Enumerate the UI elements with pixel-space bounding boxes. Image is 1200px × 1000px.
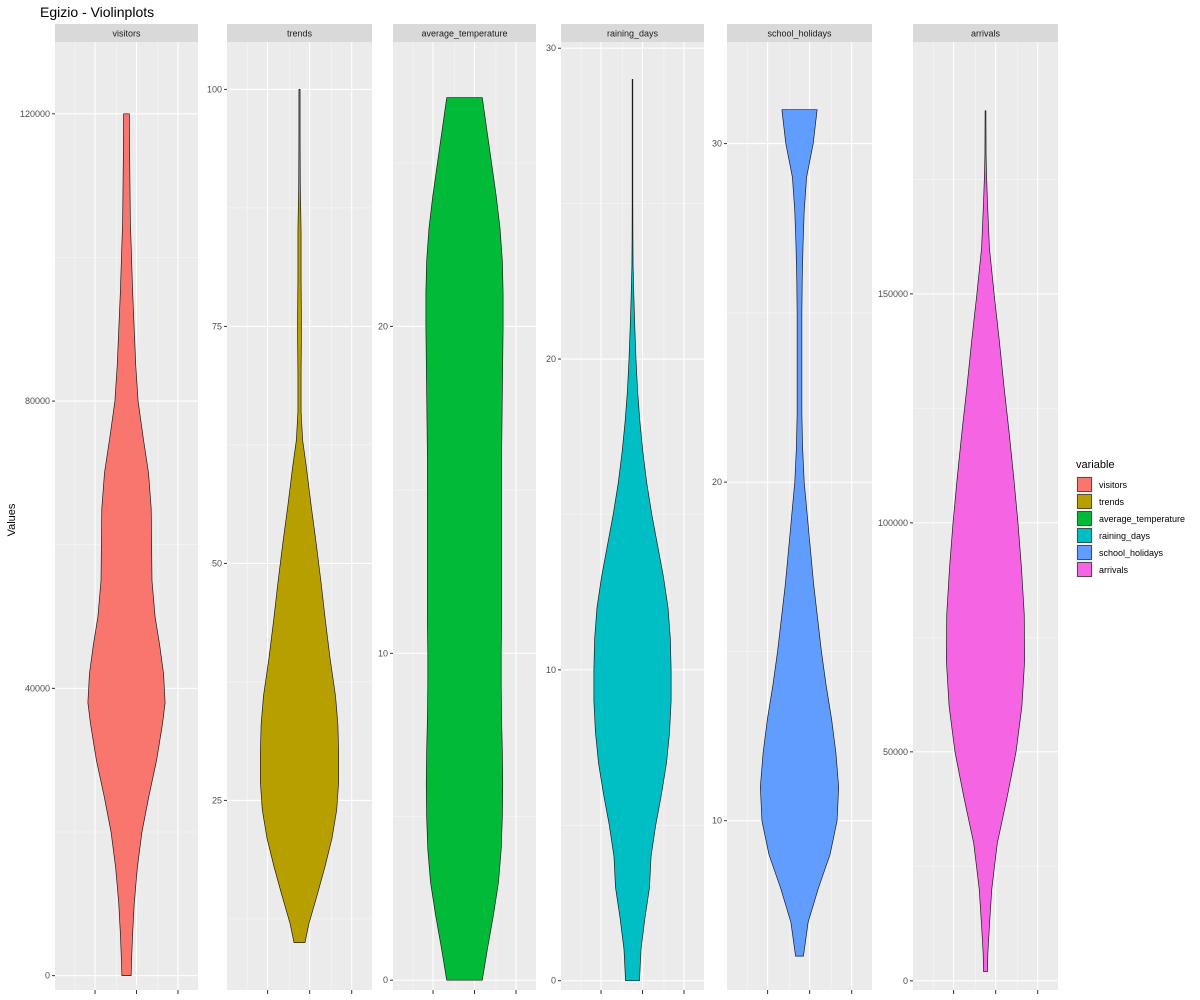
legend-swatch-average_temperature	[1077, 511, 1092, 526]
y-tick-label: 0	[383, 975, 388, 985]
legend-swatch-raining_days	[1077, 528, 1092, 543]
y-tick-label: 75	[212, 321, 222, 331]
y-tick-label: 150000	[878, 289, 908, 299]
y-tick-label: 0	[903, 976, 908, 986]
y-tick-label: 20	[546, 354, 556, 364]
chart-title: Egizio - Violinplots	[40, 4, 154, 20]
facet-strip-label: visitors	[112, 29, 141, 39]
legend-swatch-visitors	[1077, 477, 1092, 492]
y-tick-label: 10	[378, 648, 388, 658]
facet-strip-label: arrivals	[971, 29, 1001, 39]
facet-panel-school_holidays: 10 20 30 school_holidays	[712, 24, 872, 994]
facet-strip-label: school_holidays	[767, 29, 832, 39]
facet-strip	[727, 24, 872, 42]
violin-school_holidays	[760, 109, 839, 957]
y-tick-label: 20	[712, 477, 722, 487]
legend-swatch-arrivals	[1077, 562, 1092, 577]
y-tick-label: 50	[212, 558, 222, 568]
legend-label-raining_days: raining_days	[1099, 531, 1151, 541]
y-tick-label: 120000	[20, 109, 50, 119]
y-tick-label: 20	[378, 321, 388, 331]
violin-visitors	[87, 113, 166, 976]
violin-trends	[260, 89, 339, 943]
y-tick-label: 40000	[25, 683, 50, 693]
facet-strip-label: trends	[287, 29, 313, 39]
y-tick-label: 25	[212, 795, 222, 805]
y-tick-label: 10	[546, 665, 556, 675]
facet-panel-trends: 25 50 75 100 trends	[207, 24, 372, 994]
legend-swatch-school_holidays	[1077, 545, 1092, 560]
facet-strip-label: raining_days	[607, 29, 659, 39]
facet-strip	[55, 24, 198, 42]
facet-strip	[227, 24, 372, 42]
legend-label-average_temperature: average_temperature	[1099, 514, 1185, 524]
facet-strip	[913, 24, 1058, 42]
legend: variable visitors trends average_temperatu…	[1076, 459, 1185, 578]
facet-panel-visitors: 0 40000 80000 120000 visitors	[20, 24, 198, 994]
legend-items: visitors trends average_temperatureraining…	[1076, 476, 1185, 578]
y-tick-label: 100000	[878, 518, 908, 528]
legend-label-school_holidays: school_holidays	[1099, 548, 1164, 558]
legend-title: variable	[1076, 459, 1115, 471]
facet-strip	[393, 24, 536, 42]
y-tick-label: 30	[712, 139, 722, 149]
facet-panels: 04000080000120000visitors255075100trends…	[20, 24, 1058, 994]
y-axis-title: Values	[6, 503, 18, 536]
facet-panel-raining_days: 0 10 20 30 raining_days	[546, 24, 704, 994]
legend-label-trends: trends	[1099, 497, 1125, 507]
violin-raining_days	[593, 78, 672, 982]
facet-strip-label: average_temperature	[421, 29, 507, 39]
y-tick-label: 100	[207, 84, 222, 94]
facet-panel-average_temperature: 0 10 20 average_temperature	[378, 24, 536, 994]
y-tick-label: 30	[546, 43, 556, 53]
violin-arrivals	[946, 110, 1025, 973]
legend-label-arrivals: arrivals	[1099, 565, 1129, 575]
y-tick-label: 80000	[25, 396, 50, 406]
legend-label-visitors: visitors	[1099, 480, 1128, 490]
violin-average_temperature	[425, 97, 504, 981]
y-tick-label: 10	[712, 816, 722, 826]
y-tick-label: 0	[551, 976, 556, 986]
facet-panel-arrivals: 0 50000 100000 150000 arrivals	[878, 24, 1058, 994]
legend-swatch-trends	[1077, 494, 1092, 509]
y-tick-label: 0	[45, 971, 50, 981]
facet-strip	[561, 24, 704, 42]
y-tick-label: 50000	[883, 747, 908, 757]
